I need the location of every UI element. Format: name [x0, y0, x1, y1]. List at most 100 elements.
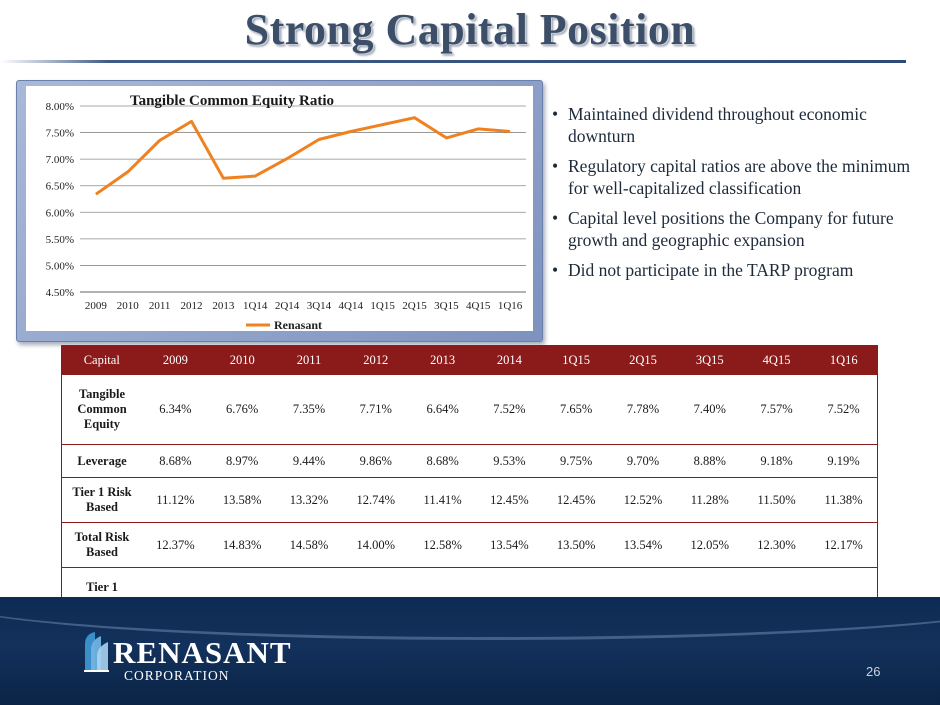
y-tick-label: 5.00%	[46, 260, 74, 272]
table-cell: 7.57%	[743, 374, 810, 445]
table-cell: 7.40%	[676, 374, 744, 445]
bullet-dot-icon: •	[552, 208, 559, 228]
x-tick-label: 4Q15	[466, 300, 491, 312]
table-cell: 9.86%	[342, 444, 410, 478]
y-tick-label: 7.00%	[46, 154, 74, 166]
x-tick-label: 2Q15	[402, 300, 427, 312]
legend-label: Renasant	[274, 318, 322, 331]
table-cell: 13.58%	[208, 477, 276, 523]
table-cell: 12.05%	[676, 522, 744, 568]
table-cell: 9.19%	[809, 444, 878, 478]
table-cell: 11.41%	[409, 477, 476, 523]
bullet-dot-icon: •	[552, 104, 559, 124]
x-tick-label: 2011	[149, 300, 171, 312]
table-cell: 7.52%	[809, 374, 878, 445]
column-header: Capital	[61, 345, 143, 375]
table-cell: 8.68%	[409, 444, 476, 478]
column-header: 1Q15	[542, 345, 611, 375]
table-cell: 9.44%	[275, 444, 343, 478]
table-cell: 14.83%	[208, 522, 276, 568]
logo-wordmark: RENASANT	[113, 635, 292, 670]
x-tick-label: 1Q16	[498, 300, 523, 312]
table-cell: 12.52%	[609, 477, 677, 523]
x-tick-label: 2013	[212, 300, 235, 312]
page-number: 26	[866, 664, 881, 679]
bullet-text: Maintained dividend throughout economic …	[568, 104, 867, 146]
table-cell: 9.18%	[743, 444, 810, 478]
bullet-text: Regulatory capital ratios are above the …	[568, 156, 911, 198]
table-cell: 13.50%	[542, 522, 610, 568]
column-header: 2011	[275, 345, 343, 375]
series-line	[95, 116, 511, 196]
y-tick-label: 8.00%	[46, 101, 74, 113]
table-row: Leverage 8.68% 8.97% 9.44% 9.86% 8.68% 9…	[61, 444, 878, 478]
column-header: 2009	[141, 345, 210, 375]
x-tick-label: 2Q14	[275, 300, 300, 312]
bullet-text: Capital level positions the Company for …	[568, 208, 894, 250]
table-header-row: Capital 2009 2010 2011 2012 2013 2014 1Q…	[61, 345, 878, 375]
table-cell: 7.52%	[475, 374, 543, 445]
y-tick-label: 5.50%	[46, 234, 74, 246]
table-cell: 12.30%	[743, 522, 810, 568]
table-row: Total Risk Based 12.37% 14.83% 14.58% 14…	[61, 522, 878, 568]
table-cell: 12.45%	[475, 477, 543, 523]
table-cell: 7.35%	[275, 374, 343, 445]
bullet-list: • Maintained dividend throughout economi…	[552, 103, 932, 289]
bullet-item: • Maintained dividend throughout economi…	[552, 103, 932, 147]
table-cell: 6.34%	[142, 374, 209, 445]
table-cell: 12.37%	[142, 522, 209, 568]
table-cell: 11.12%	[142, 477, 209, 523]
bullet-dot-icon: •	[552, 156, 559, 176]
column-header: 2010	[208, 345, 277, 375]
table-cell: 9.70%	[609, 444, 677, 478]
chart-panel: 4.50% 5.00% 5.50% 6.00% 6.50% 7.00% 7.50% 8.00%…	[26, 86, 533, 331]
footer-band: RENASANT CORPORATION 26	[0, 597, 940, 705]
table-row: Tangible Common Equity 6.34% 6.76% 7.35%…	[61, 374, 878, 445]
y-tick-label: 4.50%	[46, 287, 74, 299]
row-label: Total Risk Based	[61, 522, 142, 568]
bullet-item: • Did not participate in the TARP progra…	[552, 259, 932, 281]
bullet-dot-icon: •	[552, 260, 559, 280]
bullet-item: • Capital level positions the Company fo…	[552, 207, 932, 251]
table-cell: 11.28%	[676, 477, 744, 523]
table-cell: 9.53%	[475, 444, 543, 478]
bullet-text: Did not participate in the TARP program	[568, 260, 854, 280]
column-header: 2Q15	[609, 345, 677, 375]
column-header: 3Q15	[675, 345, 744, 375]
y-tick-label: 7.50%	[46, 128, 74, 140]
row-label: Leverage	[61, 444, 142, 478]
x-tick-label: 2012	[181, 300, 203, 312]
table-cell: 11.50%	[743, 477, 810, 523]
bullet-item: • Regulatory capital ratios are above th…	[552, 155, 932, 199]
slide-title: Strong Capital Position	[244, 5, 696, 54]
chart-title: Tangible Common Equity Ratio	[130, 93, 334, 109]
table-cell: 13.32%	[275, 477, 343, 523]
table-cell: 6.64%	[409, 374, 476, 445]
logo-subtitle: CORPORATION	[124, 668, 230, 683]
table-cell: 12.17%	[809, 522, 878, 568]
x-tick-label: 3Q15	[434, 300, 459, 312]
renasant-leaf-logo-icon	[84, 632, 109, 672]
table-cell: 8.88%	[676, 444, 744, 478]
x-tick-label: 1Q14	[243, 300, 268, 312]
table-cell: 13.54%	[609, 522, 677, 568]
table-cell: 12.74%	[342, 477, 410, 523]
table-cell: 13.54%	[475, 522, 543, 568]
column-header: 2013	[408, 345, 477, 375]
footer-swoosh	[0, 597, 940, 640]
table-cell: 14.58%	[275, 522, 343, 568]
tce-line-chart: 4.50% 5.00% 5.50% 6.00% 6.50% 7.00% 7.50% 8.00%…	[46, 93, 526, 331]
table-cell: 11.38%	[809, 477, 878, 523]
column-header: 2012	[341, 345, 410, 375]
table-cell: 8.97%	[208, 444, 276, 478]
table-cell: 6.76%	[208, 374, 276, 445]
table-cell: 12.45%	[542, 477, 610, 523]
chart-frame: 4.50% 5.00% 5.50% 6.00% 6.50% 7.00% 7.50% 8.00%…	[16, 80, 543, 342]
table-cell: 7.65%	[542, 374, 610, 445]
table-cell: 7.78%	[609, 374, 677, 445]
x-tick-label: 4Q14	[339, 300, 364, 312]
table-cell: 9.75%	[542, 444, 610, 478]
table-cell: 8.68%	[142, 444, 209, 478]
table-row: Tier 1 Risk Based 11.12% 13.58% 13.32% 1…	[61, 477, 878, 523]
capital-table: Capital 2009 2010 2011 2012 2013 2014 1Q…	[61, 345, 878, 638]
